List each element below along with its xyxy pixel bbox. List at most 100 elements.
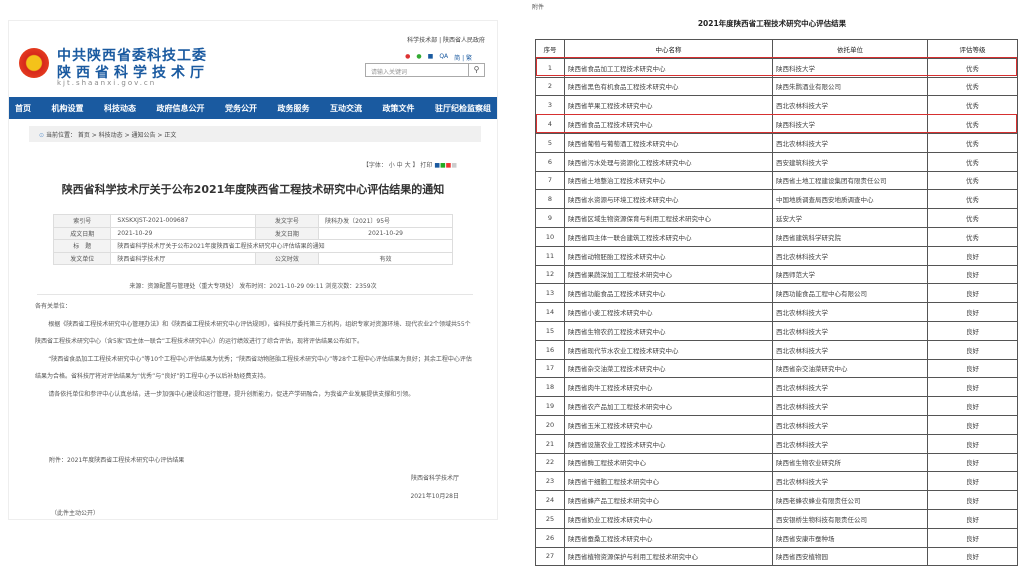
center-name: 陕西省蜂产品工程技术研究中心 <box>564 490 773 510</box>
header-grade: 评估等级 <box>927 39 1018 59</box>
table-row: 26 陕西省蚕桑工程技术研究中心 陕西省安康市蚕种场 良好 <box>535 527 1018 548</box>
center-name: 陕西省酶工程技术研究中心 <box>564 452 773 473</box>
nav-party-affairs[interactable]: 党务公开 <box>225 102 257 113</box>
center-name: 陕西省蚕桑工程技术研究中心 <box>564 527 773 548</box>
row-number: 5 <box>535 132 565 153</box>
center-name: 陕西省果蔬深加工工程技术研究中心 <box>564 264 773 285</box>
share-qq-icon[interactable]: ■ <box>434 162 440 169</box>
host-unit: 西北农林科技大学 <box>772 396 928 416</box>
row-number: 27 <box>535 546 565 567</box>
table-row: 2 陕西省黑色有机食品工程技术研究中心 陕西朱鹮酒业有限公司 优秀 <box>535 76 1018 97</box>
grade: 良好 <box>927 508 1018 529</box>
grade: 良好 <box>927 414 1018 435</box>
nav-services[interactable]: 政务服务 <box>277 102 310 113</box>
share-wechat-icon[interactable]: ■ <box>439 162 446 169</box>
table-row: 25 陕西省奶业工程技术研究中心 西安银桥生物科技有限责任公司 良好 <box>535 508 1018 529</box>
nav-policy[interactable]: 政策文件 <box>382 102 415 113</box>
weibo-icon[interactable]: ● <box>405 53 411 60</box>
center-name: 陕西省四主体一联合建筑工程技术研究中心 <box>564 226 773 247</box>
center-name: 陕西省杂交油菜工程技术研究中心 <box>564 358 773 379</box>
table-row: 14 陕西省小麦工程技术研究中心 西北农林科技大学 良好 <box>535 302 1018 322</box>
center-name: 陕西省土地整治工程技术研究中心 <box>564 170 773 191</box>
breadcrumb-text[interactable]: 当前位置： 首页 > 科技动态 > 通知公告 > 正文 <box>45 132 177 139</box>
host-unit: 西北农林科技大学 <box>772 245 928 266</box>
center-name: 陕西省黑色有机食品工程技术研究中心 <box>564 76 773 97</box>
grade: 优秀 <box>927 132 1018 153</box>
table-row: 13 陕西省功能食品工程技术研究中心 陕西功能食品工程中心有限公司 良好 <box>535 283 1018 304</box>
grade: 良好 <box>927 377 1018 398</box>
host-unit: 陕西省安康市蚕种场 <box>772 527 928 548</box>
top-links[interactable]: 科学技术部 | 陕西省人民政府 <box>407 37 485 44</box>
row-number: 14 <box>535 302 565 322</box>
host-unit: 西安建筑科技大学 <box>772 151 928 172</box>
meta-label: 标 题 <box>52 239 112 253</box>
row-number: 7 <box>535 170 565 191</box>
public-note: （此件主动公开） <box>51 510 100 517</box>
share-more-icon[interactable]: ■ <box>451 162 457 169</box>
grade: 优秀 <box>927 226 1018 247</box>
nav-news[interactable]: 科技动态 <box>104 102 136 113</box>
grade: 优秀 <box>927 95 1018 116</box>
attachment-link[interactable]: 附件：2021年度陕西省工程技术研究中心评估结果 <box>49 457 185 464</box>
font-size-tools[interactable]: 【字体： 小 中 大 】 打印 ■■■■ <box>363 160 457 169</box>
nav-discipline[interactable]: 驻厅纪检监察组 <box>435 102 491 113</box>
grade: 良好 <box>927 471 1018 492</box>
host-unit: 西北农林科技大学 <box>772 339 928 360</box>
share-weibo-icon[interactable]: ■ <box>445 162 452 169</box>
site-domain: kjt.shaanxi.gov.cn <box>57 79 157 87</box>
center-name: 陕西省小麦工程技术研究中心 <box>564 302 773 322</box>
breadcrumb: ⊙ 当前位置： 首页 > 科技动态 > 通知公告 > 正文 <box>29 126 481 142</box>
brand-line2: 陕西省科学技术厅 <box>57 65 209 81</box>
center-name: 陕西省动物胚胎工程技术研究中心 <box>564 245 773 266</box>
salutation: 各有关单位： <box>35 303 72 310</box>
nav-gov-info[interactable]: 政府信息公开 <box>156 102 205 113</box>
host-unit: 中国地质调查局西安地质调查中心 <box>772 189 928 210</box>
divider <box>37 294 473 295</box>
meta-value: 陕科办发〔2021〕95号 <box>318 214 453 228</box>
brand-line1: 中共陕西省委科技工委 <box>57 48 207 64</box>
national-emblem-logo <box>19 48 49 78</box>
table-row: 1 陕西省食品加工工程技术研究中心 陕西科技大学 优秀 <box>535 57 1018 78</box>
table-row: 4 陕西省食品工程技术研究中心 陕西科技大学 优秀 <box>535 114 1018 134</box>
nav-interaction[interactable]: 互动交流 <box>330 102 362 113</box>
meta-label: 公文时效 <box>254 251 320 265</box>
wechat-icon[interactable]: ● <box>416 53 422 60</box>
message-icon[interactable]: ■ <box>427 53 434 60</box>
host-unit: 西北农林科技大学 <box>772 414 928 435</box>
page-title: 陕西省科学技术厅关于公布2021年度陕西省工程技术研究中心评估结果的通知 <box>61 183 445 196</box>
center-name: 陕西省玉米工程技术研究中心 <box>564 414 773 435</box>
table-row: 6 陕西省污水处理与资源化工程技术研究中心 西安建筑科技大学 优秀 <box>535 151 1018 172</box>
host-unit: 陕西省土地工程建设集团有限责任公司 <box>772 170 928 191</box>
grade: 良好 <box>927 452 1018 473</box>
host-unit: 陕西省西安植物园 <box>772 546 928 567</box>
host-unit: 西北农林科技大学 <box>772 433 928 454</box>
meta-value: 陕西省科学技术厅 <box>110 251 256 265</box>
font-tools-text[interactable]: 【字体： 小 中 大 】 打印 <box>362 162 433 169</box>
row-number: 15 <box>535 320 565 341</box>
nav-organization[interactable]: 机构设置 <box>51 102 84 113</box>
center-name: 陕西省区域生物资源保育与利用工程技术研究中心 <box>564 208 773 228</box>
meta-label: 成文日期 <box>52 226 112 240</box>
row-number: 20 <box>535 414 565 435</box>
grade: 优秀 <box>927 76 1018 97</box>
nav-home[interactable]: 首页 <box>15 102 31 113</box>
table-row: 16 陕西省现代节水农业工程技术研究中心 西北农林科技大学 良好 <box>535 339 1018 360</box>
search-icon[interactable]: ⚲ <box>468 64 484 76</box>
language-links[interactable]: 简 | 繁 <box>454 55 472 62</box>
location-pin-icon: ⊙ <box>39 132 46 139</box>
table-row: 22 陕西省酶工程技术研究中心 陕西省生物农业研究所 良好 <box>535 452 1018 473</box>
table-row: 7 陕西省土地整治工程技术研究中心 陕西省土地工程建设集团有限责任公司 优秀 <box>535 170 1018 191</box>
qa-icon[interactable]: QA <box>439 53 449 60</box>
header-center-name: 中心名称 <box>564 39 773 59</box>
search-input[interactable]: 请输入关键词 ⚲ <box>365 63 485 77</box>
table-row: 23 陕西省干细胞工程技术研究中心 西北农林科技大学 良好 <box>535 471 1018 492</box>
table-row: 21 陕西省设施农业工程技术研究中心 西北农林科技大学 良好 <box>535 433 1018 454</box>
table-row: 15 陕西省生物农药工程技术研究中心 西北农林科技大学 良好 <box>535 320 1018 341</box>
grade: 良好 <box>927 546 1018 567</box>
table-row: 20 陕西省玉米工程技术研究中心 西北农林科技大学 良好 <box>535 414 1018 435</box>
header-host-unit: 依托单位 <box>772 39 928 59</box>
meta-label: 发文日期 <box>254 226 320 240</box>
row-number: 1 <box>535 57 565 78</box>
center-name: 陕西省葡萄与葡萄酒工程技术研究中心 <box>564 132 773 153</box>
grade: 良好 <box>927 339 1018 360</box>
